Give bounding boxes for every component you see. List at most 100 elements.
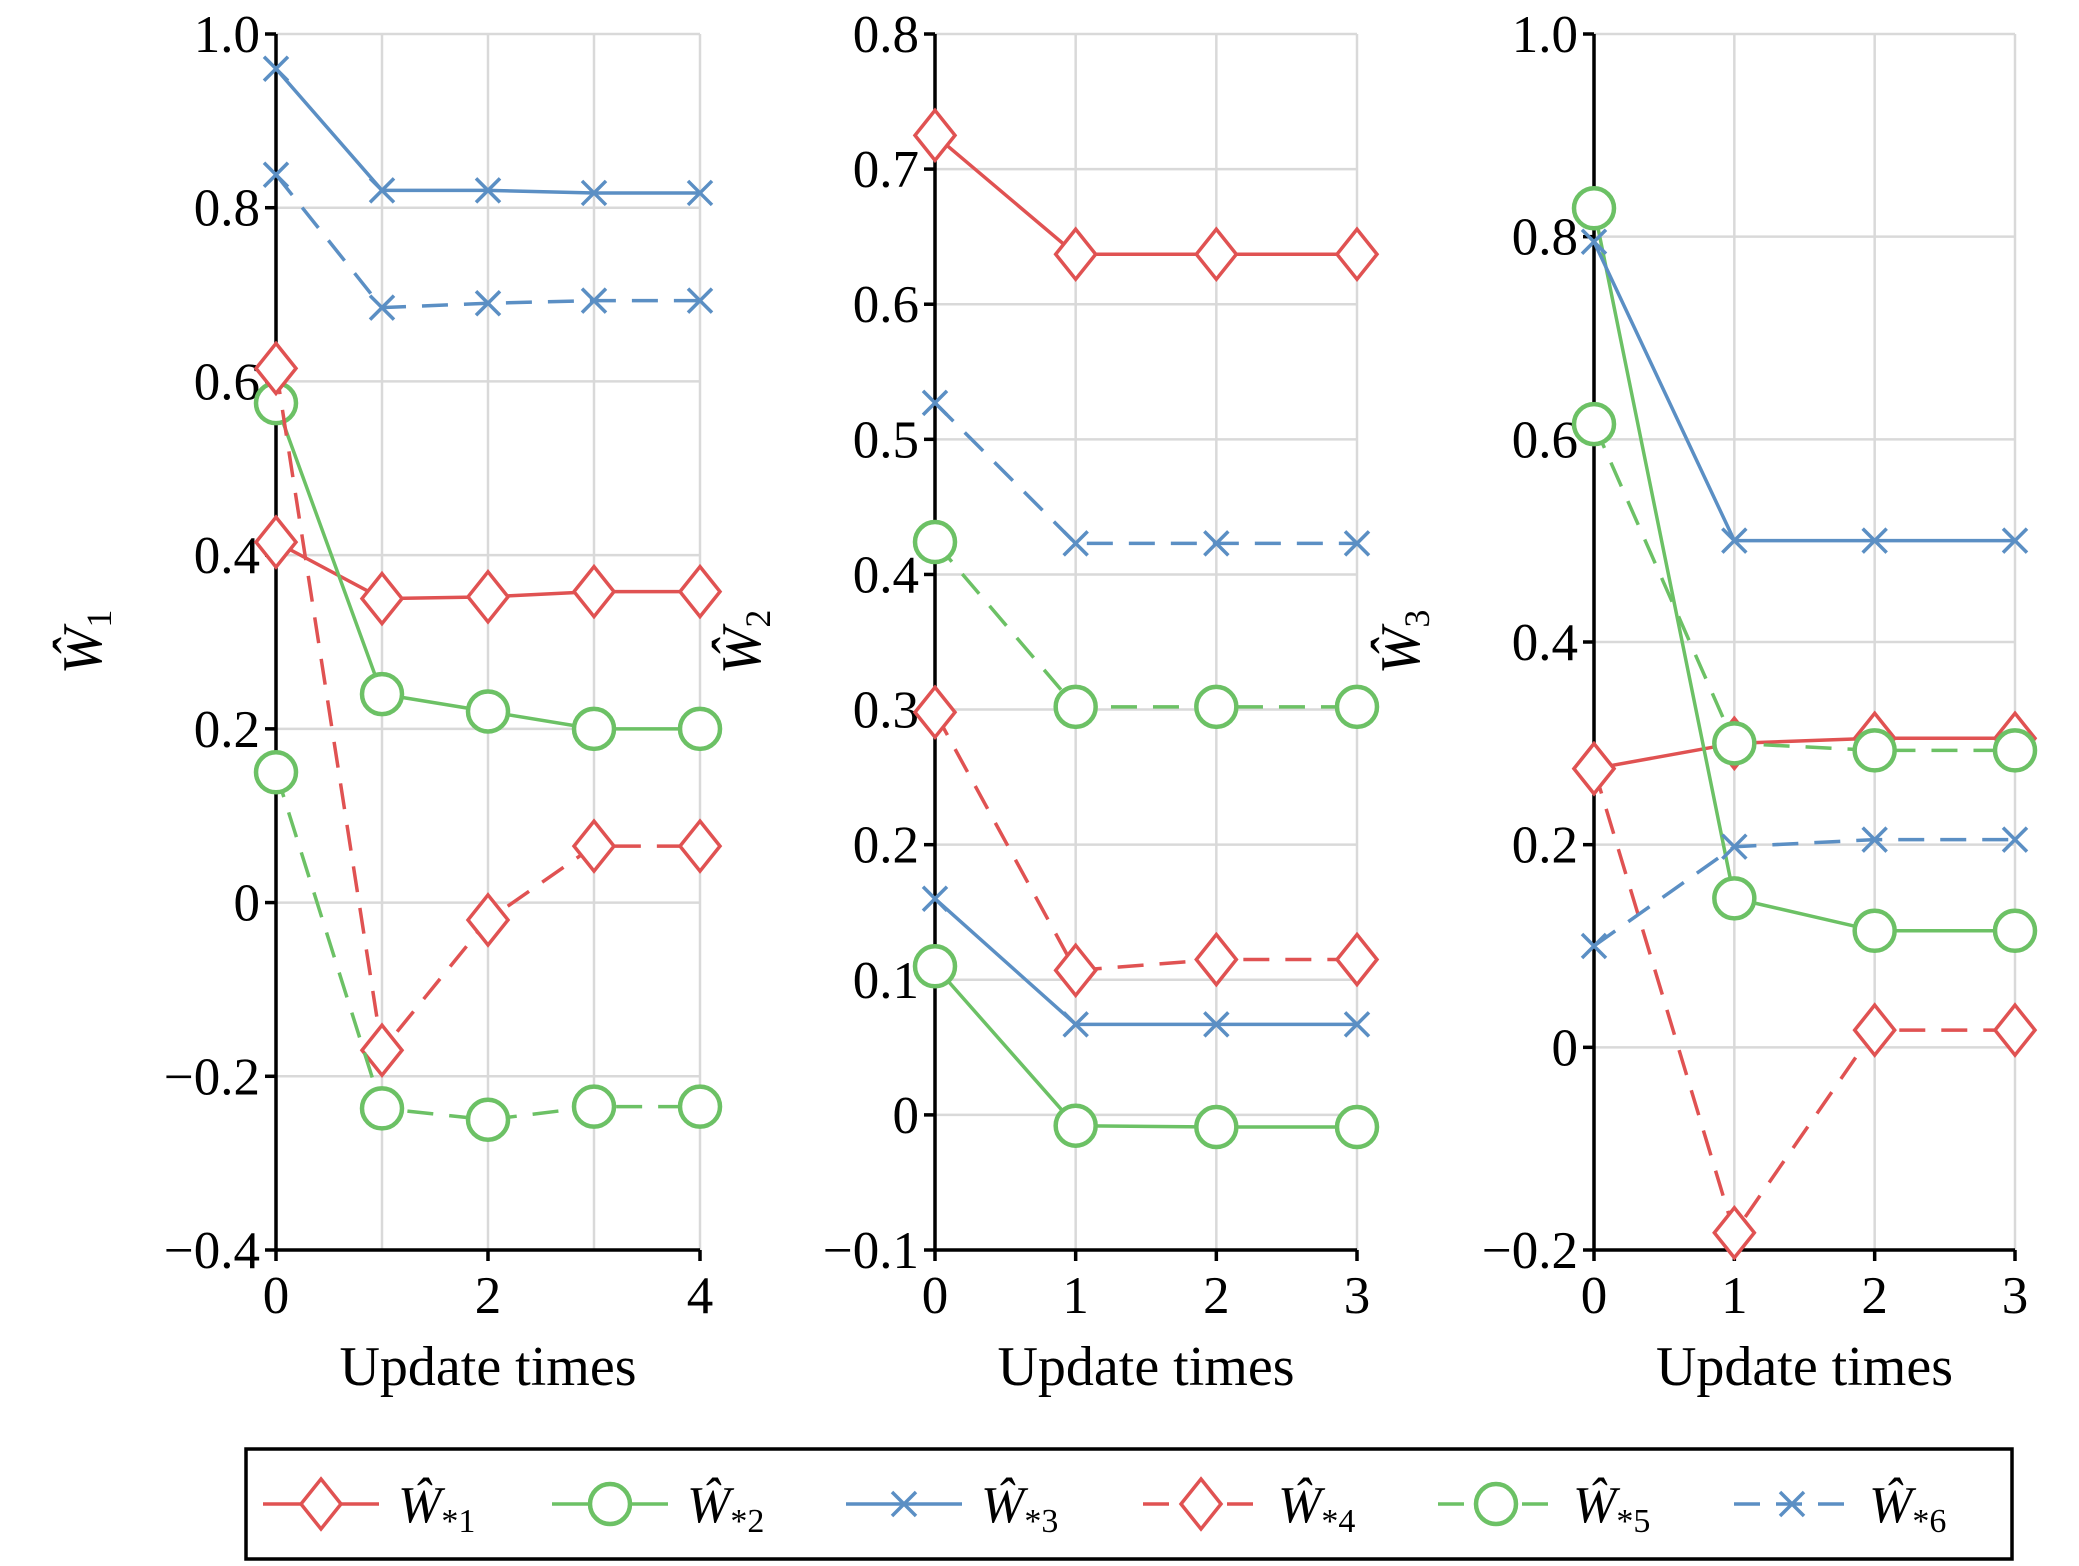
y-tick-label: 0.6 bbox=[194, 353, 260, 411]
series-line bbox=[1592, 837, 2015, 948]
legend-entry-5: Ŵ*5 bbox=[1438, 1476, 1650, 1540]
grid bbox=[1594, 32, 2017, 1250]
data-point bbox=[1861, 826, 1888, 853]
data-point bbox=[1334, 226, 1380, 283]
legend-label: Ŵ*1 bbox=[398, 1476, 475, 1540]
data-point bbox=[262, 161, 290, 188]
x-tick-label: 1 bbox=[1062, 1267, 1089, 1325]
data-point bbox=[1334, 684, 1380, 730]
data-point bbox=[1194, 1104, 1239, 1150]
y-tick-label: 0.8 bbox=[853, 6, 919, 64]
series-2 bbox=[912, 944, 1380, 1150]
legend-entry-6: Ŵ*6 bbox=[1734, 1476, 1946, 1540]
data-point bbox=[686, 287, 714, 314]
series-5 bbox=[253, 750, 723, 1142]
y-tick-label: 0 bbox=[893, 1087, 920, 1145]
data-point bbox=[580, 179, 608, 207]
y-axis-label: Ŵ1 bbox=[51, 610, 119, 675]
data-point bbox=[368, 177, 396, 204]
series-line bbox=[1592, 207, 2015, 933]
x-tick-label: 2 bbox=[1203, 1267, 1230, 1325]
y-tick-label: 0.5 bbox=[853, 411, 919, 469]
data-point bbox=[1852, 728, 1897, 773]
data-point bbox=[1852, 908, 1897, 954]
y-tick-label: 0.4 bbox=[1512, 614, 1578, 672]
x-axis-label: Update times bbox=[997, 1336, 1294, 1398]
series-4 bbox=[1571, 740, 2038, 1261]
x-tick-label: 2 bbox=[1861, 1267, 1888, 1325]
y-tick-label: 0.6 bbox=[1512, 411, 1578, 469]
data-point bbox=[686, 179, 714, 207]
data-point bbox=[253, 750, 299, 795]
data-point bbox=[1343, 530, 1371, 557]
y-tick-label: −0.1 bbox=[823, 1222, 919, 1280]
y-axis-label: Ŵ2 bbox=[710, 610, 778, 675]
chart-panel-2: −0.100.10.20.30.40.50.60.70.80 1 2 3Update … bbox=[710, 6, 1380, 1398]
series-6 bbox=[262, 161, 714, 321]
data-point bbox=[1194, 931, 1239, 988]
data-point bbox=[1334, 931, 1380, 988]
series-5 bbox=[1571, 401, 2038, 773]
y-tick-label: 0.8 bbox=[1512, 209, 1578, 267]
data-point bbox=[912, 944, 958, 989]
y-tick-label: 0.7 bbox=[853, 141, 919, 199]
data-point bbox=[368, 294, 396, 321]
series-line bbox=[1592, 423, 2015, 753]
series-1 bbox=[1571, 710, 2038, 797]
legend-marker bbox=[1473, 1481, 1519, 1527]
legend-box bbox=[244, 1447, 2014, 1561]
y-tick-label: 0.3 bbox=[853, 682, 919, 740]
legend-marker bbox=[298, 1476, 344, 1532]
data-point bbox=[1992, 908, 2038, 954]
y-tick-label: 0.1 bbox=[853, 952, 919, 1010]
legend-label: Ŵ*6 bbox=[1869, 1476, 1946, 1540]
data-point bbox=[1852, 1002, 1897, 1058]
x-tick-label: 1 bbox=[1721, 1267, 1748, 1325]
data-point bbox=[474, 290, 502, 317]
series-line bbox=[933, 897, 1357, 1027]
y-tick-label: 0.2 bbox=[194, 701, 260, 759]
legend: Ŵ*1 Ŵ*2 Ŵ*3 Ŵ*4 Ŵ*5 Ŵ*6 bbox=[244, 1447, 2014, 1561]
y-tick-label: 0.4 bbox=[853, 546, 919, 604]
x-tick-label: 0 bbox=[922, 1267, 949, 1325]
legend-marker bbox=[587, 1481, 633, 1527]
y-tick-label: 0.4 bbox=[194, 527, 260, 585]
y-tick-label: 1.0 bbox=[1512, 6, 1578, 64]
legend-label: Ŵ*2 bbox=[687, 1476, 764, 1540]
data-point bbox=[1721, 527, 1748, 554]
data-point bbox=[1580, 932, 1608, 960]
data-point bbox=[1203, 530, 1230, 557]
data-point bbox=[1992, 1002, 2038, 1058]
data-point bbox=[359, 570, 405, 627]
data-point bbox=[1053, 684, 1098, 730]
legend-label: Ŵ*3 bbox=[981, 1476, 1058, 1540]
data-point bbox=[912, 684, 958, 741]
y-tick-label: 1.0 bbox=[194, 6, 260, 64]
data-point bbox=[1721, 833, 1748, 860]
series-6 bbox=[921, 389, 1371, 557]
data-point bbox=[921, 389, 949, 417]
y-tick-label: −0.4 bbox=[164, 1222, 260, 1280]
series-2 bbox=[1571, 186, 2038, 954]
data-point bbox=[571, 563, 617, 620]
data-point bbox=[465, 892, 511, 948]
data-point bbox=[1712, 721, 1757, 766]
legend-label: Ŵ*5 bbox=[1573, 1476, 1650, 1540]
legend-entry-3: Ŵ*3 bbox=[846, 1476, 1058, 1540]
data-point bbox=[1861, 527, 1888, 554]
series-6 bbox=[1580, 826, 2029, 960]
data-point bbox=[1571, 186, 1617, 231]
series-line bbox=[1592, 240, 2015, 543]
data-point bbox=[571, 1084, 617, 1129]
data-point bbox=[359, 1086, 405, 1131]
data-point bbox=[465, 689, 511, 734]
y-tick-label: −0.2 bbox=[1482, 1222, 1578, 1280]
legend-entry-1: Ŵ*1 bbox=[263, 1476, 475, 1540]
data-point bbox=[1571, 401, 1617, 447]
series-3 bbox=[921, 885, 1371, 1038]
series-line bbox=[933, 133, 1357, 256]
y-tick-label: 0.6 bbox=[853, 276, 919, 334]
x-axis-label: Update times bbox=[339, 1336, 636, 1398]
